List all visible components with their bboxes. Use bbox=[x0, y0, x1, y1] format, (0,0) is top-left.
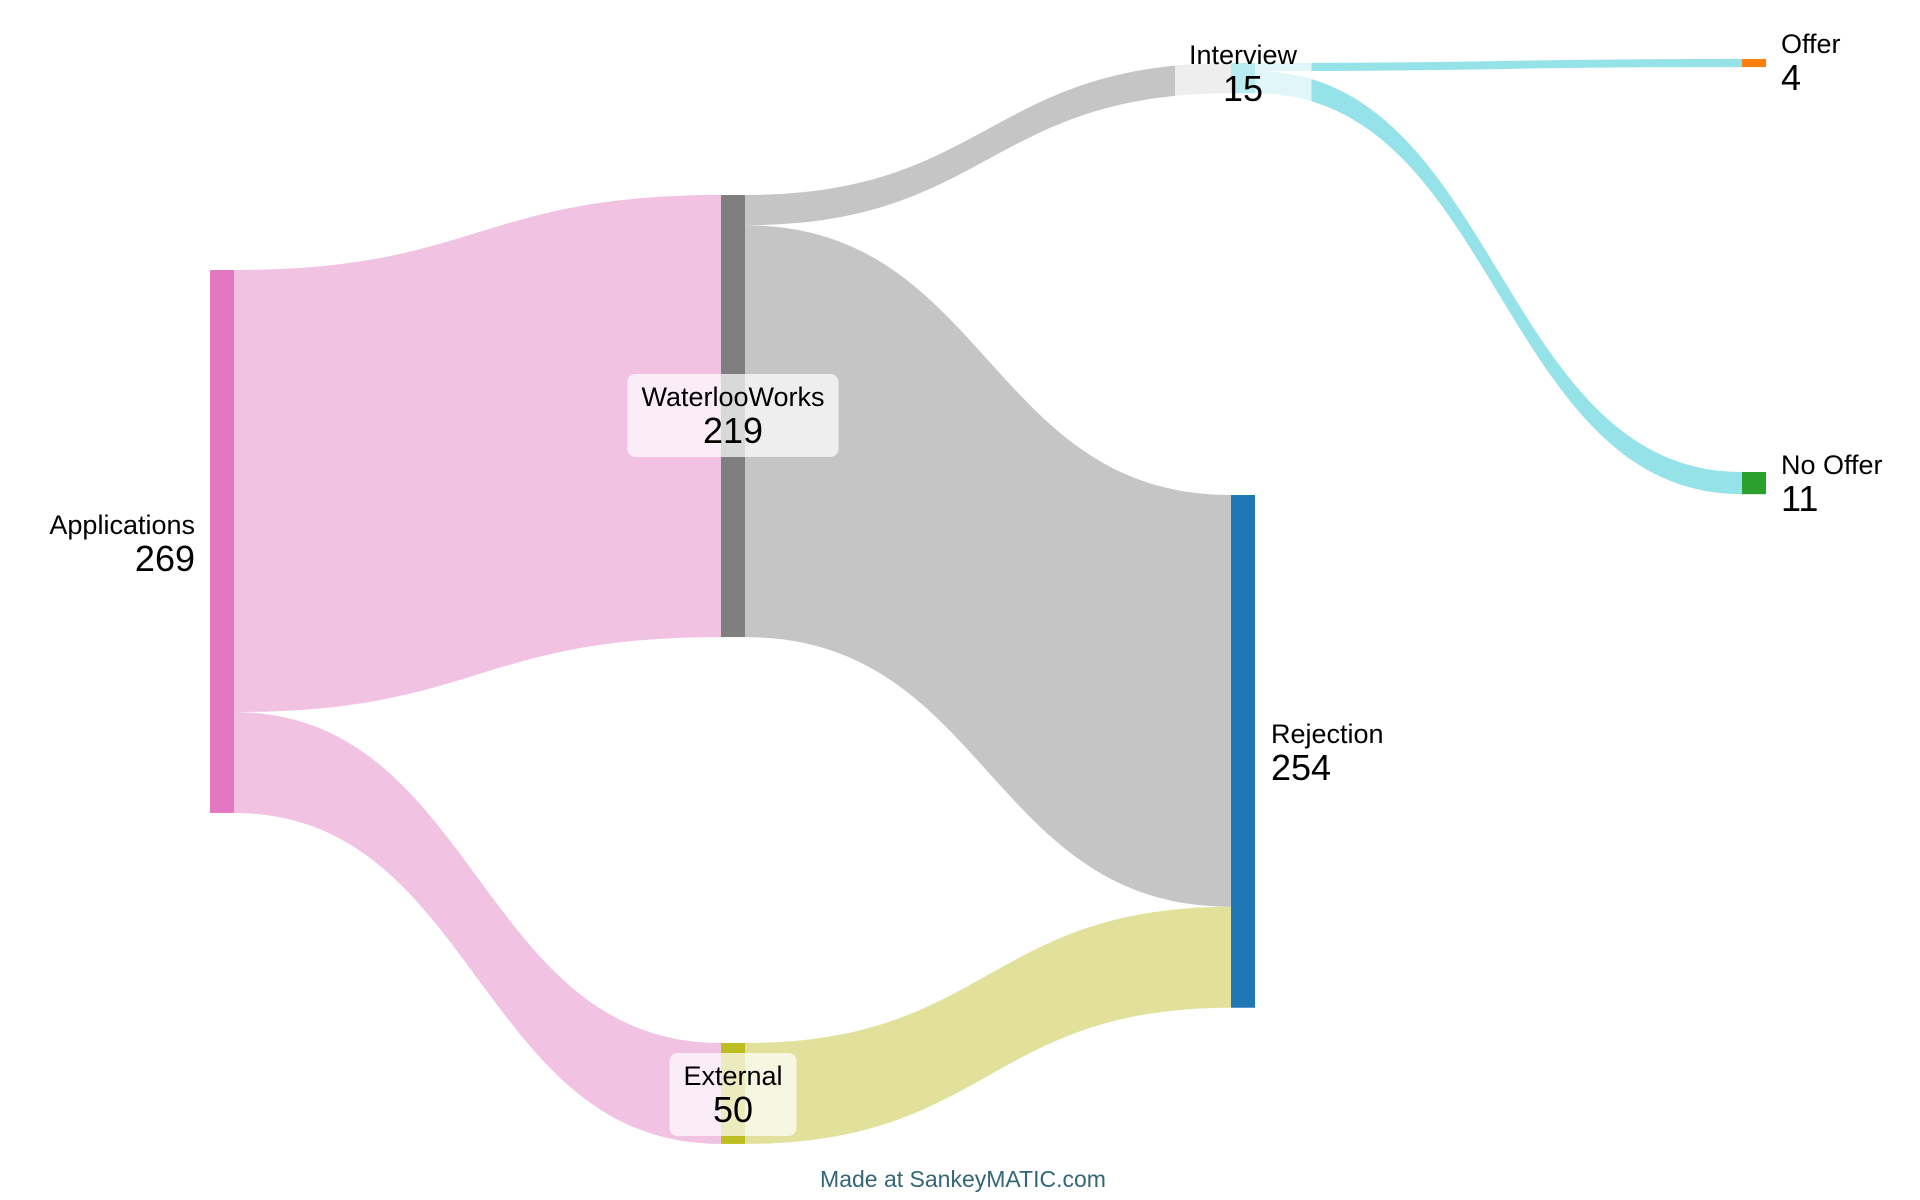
node-offer bbox=[1742, 59, 1766, 68]
label-name-offer: Offer bbox=[1781, 29, 1841, 59]
label-value-interview: 15 bbox=[1223, 68, 1263, 109]
flow-waterlooworks-to-rejection bbox=[745, 225, 1231, 907]
label-bg-interview bbox=[1174, 32, 1312, 115]
label-name-no_offer: No Offer bbox=[1781, 450, 1883, 480]
flow-waterlooworks-to-interview bbox=[745, 63, 1231, 226]
node-no_offer bbox=[1742, 472, 1766, 495]
label-value-external: 50 bbox=[713, 1089, 753, 1130]
label-bg-external bbox=[669, 1053, 797, 1136]
flow-interview-to-offer bbox=[1255, 59, 1742, 72]
label-name-rejection: Rejection bbox=[1271, 719, 1384, 749]
flow-applications-to-external bbox=[234, 712, 721, 1144]
flow-external-to-rejection bbox=[745, 906, 1231, 1144]
label-value-no_offer: 11 bbox=[1781, 478, 1818, 519]
label-value-waterlooworks: 219 bbox=[703, 410, 763, 451]
label-value-offer: 4 bbox=[1781, 57, 1801, 98]
node-applications bbox=[210, 270, 234, 813]
label-name-interview: Interview bbox=[1189, 40, 1298, 70]
flow-applications-to-waterlooworks bbox=[234, 195, 721, 713]
label-value-rejection: 254 bbox=[1271, 747, 1331, 788]
label-value-applications: 269 bbox=[135, 538, 195, 579]
credit-text: Made at SankeyMATIC.com bbox=[820, 1166, 1106, 1192]
label-name-waterlooworks: WaterlooWorks bbox=[641, 382, 824, 412]
label-name-external: External bbox=[683, 1061, 782, 1091]
label-name-applications: Applications bbox=[49, 510, 195, 540]
node-rejection bbox=[1231, 495, 1255, 1008]
flow-interview-to-no_offer bbox=[1255, 71, 1742, 495]
flow-links bbox=[234, 59, 1742, 1144]
label-bg-waterlooworks bbox=[627, 374, 839, 457]
